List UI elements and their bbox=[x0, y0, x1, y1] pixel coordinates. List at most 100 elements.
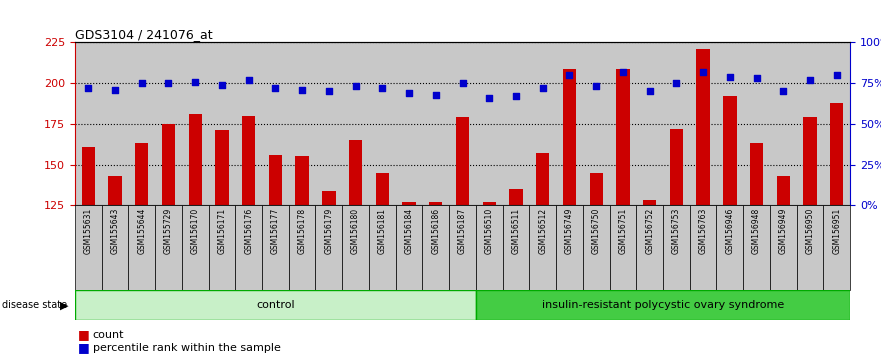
Bar bbox=[449, 42, 476, 205]
FancyBboxPatch shape bbox=[75, 290, 476, 320]
Text: GSM156511: GSM156511 bbox=[512, 208, 521, 254]
FancyBboxPatch shape bbox=[503, 205, 529, 290]
FancyBboxPatch shape bbox=[75, 205, 101, 290]
FancyBboxPatch shape bbox=[101, 205, 129, 290]
Text: percentile rank within the sample: percentile rank within the sample bbox=[93, 343, 280, 353]
Bar bbox=[129, 42, 155, 205]
FancyBboxPatch shape bbox=[342, 205, 369, 290]
Point bbox=[536, 85, 550, 91]
Text: GSM156184: GSM156184 bbox=[404, 208, 413, 254]
Text: GSM156177: GSM156177 bbox=[270, 208, 280, 254]
Bar bbox=[563, 69, 576, 205]
Bar bbox=[616, 69, 630, 205]
Point bbox=[750, 75, 764, 81]
Point bbox=[509, 93, 523, 99]
FancyBboxPatch shape bbox=[796, 205, 824, 290]
Bar bbox=[476, 42, 503, 205]
Bar bbox=[503, 42, 529, 205]
FancyBboxPatch shape bbox=[529, 205, 556, 290]
Point bbox=[322, 88, 336, 94]
Text: GSM156170: GSM156170 bbox=[190, 208, 200, 254]
FancyBboxPatch shape bbox=[716, 205, 744, 290]
Bar bbox=[777, 176, 790, 205]
Text: ■: ■ bbox=[78, 341, 89, 354]
Point bbox=[482, 95, 496, 101]
Bar bbox=[108, 176, 122, 205]
Point bbox=[589, 84, 603, 89]
Bar bbox=[162, 124, 175, 205]
Text: GSM156946: GSM156946 bbox=[725, 208, 735, 254]
Text: GSM156179: GSM156179 bbox=[324, 208, 333, 254]
Bar bbox=[189, 114, 202, 205]
Bar bbox=[369, 42, 396, 205]
Bar bbox=[830, 103, 843, 205]
Point bbox=[562, 72, 576, 78]
Point bbox=[722, 74, 737, 80]
Text: GSM156180: GSM156180 bbox=[352, 208, 360, 254]
Bar bbox=[750, 143, 763, 205]
Bar bbox=[690, 42, 716, 205]
Point bbox=[642, 88, 656, 94]
FancyBboxPatch shape bbox=[262, 205, 289, 290]
Point bbox=[616, 69, 630, 75]
Bar bbox=[269, 155, 282, 205]
Text: control: control bbox=[256, 300, 295, 310]
Bar bbox=[483, 202, 496, 205]
Point bbox=[295, 87, 309, 92]
Point bbox=[402, 90, 416, 96]
Bar bbox=[663, 42, 690, 205]
Bar bbox=[403, 202, 416, 205]
Text: GSM156181: GSM156181 bbox=[378, 208, 387, 254]
FancyBboxPatch shape bbox=[396, 205, 422, 290]
Bar bbox=[75, 42, 101, 205]
Text: GSM156187: GSM156187 bbox=[458, 208, 467, 254]
Bar bbox=[429, 202, 442, 205]
Point bbox=[161, 80, 175, 86]
Text: GSM156749: GSM156749 bbox=[565, 208, 574, 254]
Text: GSM156948: GSM156948 bbox=[752, 208, 761, 254]
Bar bbox=[295, 156, 309, 205]
FancyBboxPatch shape bbox=[556, 205, 583, 290]
Text: GSM156951: GSM156951 bbox=[833, 208, 841, 254]
Bar bbox=[824, 42, 850, 205]
FancyBboxPatch shape bbox=[315, 205, 342, 290]
Text: GDS3104 / 241076_at: GDS3104 / 241076_at bbox=[75, 28, 212, 41]
Point bbox=[135, 80, 149, 86]
FancyBboxPatch shape bbox=[449, 205, 476, 290]
Bar bbox=[422, 42, 449, 205]
Text: GSM156178: GSM156178 bbox=[298, 208, 307, 254]
FancyBboxPatch shape bbox=[610, 205, 636, 290]
Point bbox=[776, 88, 790, 94]
Bar bbox=[643, 200, 656, 205]
Bar bbox=[529, 42, 556, 205]
Text: GSM156186: GSM156186 bbox=[432, 208, 440, 254]
Bar bbox=[796, 42, 824, 205]
FancyBboxPatch shape bbox=[422, 205, 449, 290]
Text: GSM156751: GSM156751 bbox=[618, 208, 627, 254]
Text: ▶: ▶ bbox=[60, 300, 69, 310]
Text: GSM156176: GSM156176 bbox=[244, 208, 253, 254]
Point bbox=[215, 82, 229, 88]
FancyBboxPatch shape bbox=[690, 205, 716, 290]
Bar bbox=[697, 49, 710, 205]
Bar bbox=[396, 42, 422, 205]
FancyBboxPatch shape bbox=[663, 205, 690, 290]
Point bbox=[241, 77, 255, 83]
Text: insulin-resistant polycystic ovary syndrome: insulin-resistant polycystic ovary syndr… bbox=[542, 300, 784, 310]
Bar bbox=[455, 118, 470, 205]
Bar bbox=[744, 42, 770, 205]
FancyBboxPatch shape bbox=[369, 205, 396, 290]
Text: GSM155643: GSM155643 bbox=[110, 208, 120, 254]
FancyBboxPatch shape bbox=[235, 205, 262, 290]
Point bbox=[670, 80, 684, 86]
Text: ■: ■ bbox=[78, 328, 89, 341]
FancyBboxPatch shape bbox=[181, 205, 209, 290]
Text: GSM156512: GSM156512 bbox=[538, 208, 547, 254]
Bar bbox=[349, 140, 362, 205]
Bar bbox=[262, 42, 289, 205]
FancyBboxPatch shape bbox=[583, 205, 610, 290]
Text: GSM156950: GSM156950 bbox=[805, 208, 815, 254]
FancyBboxPatch shape bbox=[744, 205, 770, 290]
Text: GSM156510: GSM156510 bbox=[485, 208, 493, 254]
Text: count: count bbox=[93, 330, 124, 339]
